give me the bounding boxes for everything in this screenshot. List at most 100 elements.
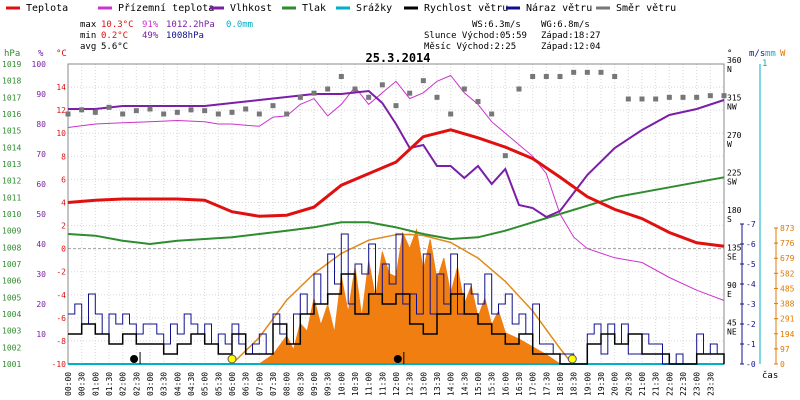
tick-label-wm2: 291 [780,315,795,324]
tick-label-pct: 40 [36,240,46,249]
stat-min-label: min [80,31,96,41]
tick-label-dir: S [727,215,732,224]
tick-label-time: 19:30 [597,372,606,396]
tick-label-wm2: 194 [780,330,795,339]
tick-label-ms: -7 [746,220,756,229]
winddir-point [475,99,481,104]
tick-label-time: 18:00 [556,372,565,396]
winddir-point [311,90,317,96]
tick-label-pct: 60 [36,180,46,189]
winddir-point [625,96,631,102]
tick-label-time: 09:30 [324,372,333,396]
winddir-point [120,111,126,117]
tick-label-hpa: 1015 [2,127,21,136]
tick-label-hpa: 1003 [2,327,21,336]
tick-label-celsius: 4 [61,198,66,207]
winddir-point [338,74,344,79]
stat-max-hum: 91% [142,20,159,30]
tick-label-deg: 225 [727,169,742,178]
legend-label-humidity: Vlhkost [230,3,272,14]
tick-label-wm2: 485 [780,284,795,293]
tick-label-time: 12:00 [392,372,401,396]
winddir-point [598,69,604,75]
winddir-point [65,111,71,117]
time-axis-label: čas [762,370,778,381]
tick-label-time: 21:30 [652,372,661,396]
tick-label-ms: -6 [746,240,756,249]
tick-label-time: 15:30 [488,372,497,396]
winddir-point [461,86,467,92]
tick-label-hpa: 1006 [2,277,21,286]
winddir-point [393,103,399,109]
series-ground-temp-line [67,74,725,301]
ms-top-tick: 1 [762,59,767,69]
unit-wm2: W [780,49,786,59]
axis-units: hPa % °C ° m/s mm W 1 čas [4,49,786,381]
tick-label-time: 14:30 [460,372,469,396]
tick-label-ms: -4 [746,280,756,289]
tick-label-celsius: 0 [61,245,66,254]
tick-label-wm2: 388 [780,300,795,309]
winddir-point [243,106,249,112]
legend-label-temp: Teplota [26,3,68,14]
unit-ms: m/s [749,49,765,59]
tick-label-deg: 360 [727,56,742,65]
tick-label-pct: 100 [32,60,47,69]
tick-label-hpa: 1018 [2,77,21,86]
chart-title: 25.3.2014 [365,51,430,65]
tick-label-hpa: 1001 [2,360,21,369]
moon-marker-icon [393,355,402,363]
winddir-point [666,94,672,100]
winddir-point [489,111,495,117]
tick-label-time: 02:00 [119,372,128,396]
winddir-point [502,153,508,159]
legend-label-pressure: Tlak [302,3,326,14]
winddir-point [284,111,290,117]
tick-label-ms: -2 [746,320,756,329]
tick-label-time: 12:30 [406,372,415,396]
tick-label-time: 07:30 [269,372,278,396]
tick-label-time: 08:30 [296,372,305,396]
unit-deg: ° [727,49,732,59]
stat-avg-label: avg [80,42,96,52]
stat-sun: Slunce Východ:05:59 [424,31,527,41]
tick-label-pct: 50 [36,210,46,219]
tick-label-celsius: -8 [56,337,66,346]
unit-pct: % [38,49,44,59]
tick-label-deg: 45 [727,319,737,328]
tick-label-time: 17:30 [542,372,551,396]
winddir-point [133,108,139,114]
tick-label-hpa: 1002 [2,343,21,352]
winddir-point [229,109,235,115]
series-humidity-line [68,89,725,219]
winddir-point [297,94,303,100]
tick-label-celsius: 6 [61,175,66,184]
winddir-point [174,109,180,115]
tick-label-hpa: 1009 [2,227,21,236]
tick-label-dir: N [727,65,732,74]
tick-label-dir: W [727,140,732,149]
tick-label-hpa: 1010 [2,210,21,219]
winddir-point [680,94,686,100]
legend-label-ground: Přízemní teplota [118,2,214,14]
tick-label-time: 18:30 [570,372,579,396]
tick-label-hpa: 1004 [2,310,21,319]
tick-label-celsius: 10 [56,129,66,138]
winddir-point [721,93,727,99]
stat-min-press: 1008hPa [166,31,204,41]
stat-max-label: max [80,20,97,30]
stat-avg-temp: 5.6°C [101,42,128,52]
stat-min-hum: 49% [142,31,159,41]
tick-label-pct: 30 [36,270,46,279]
tick-label-wm2: 679 [780,254,795,263]
tick-label-celsius: 12 [56,106,66,115]
stat-wg: WG:6.8m/s [541,20,590,30]
legend-label-gust: Náraz větru [526,2,592,14]
axis-ticks: 1001100210031004100510061007100810091010… [2,56,795,396]
stat-sunset: Západ:18:27 [541,31,601,41]
tick-label-dir: NW [727,103,737,112]
tick-label-pct: 20 [36,300,46,309]
winddir-point [612,74,618,79]
tick-label-time: 22:30 [679,372,688,396]
